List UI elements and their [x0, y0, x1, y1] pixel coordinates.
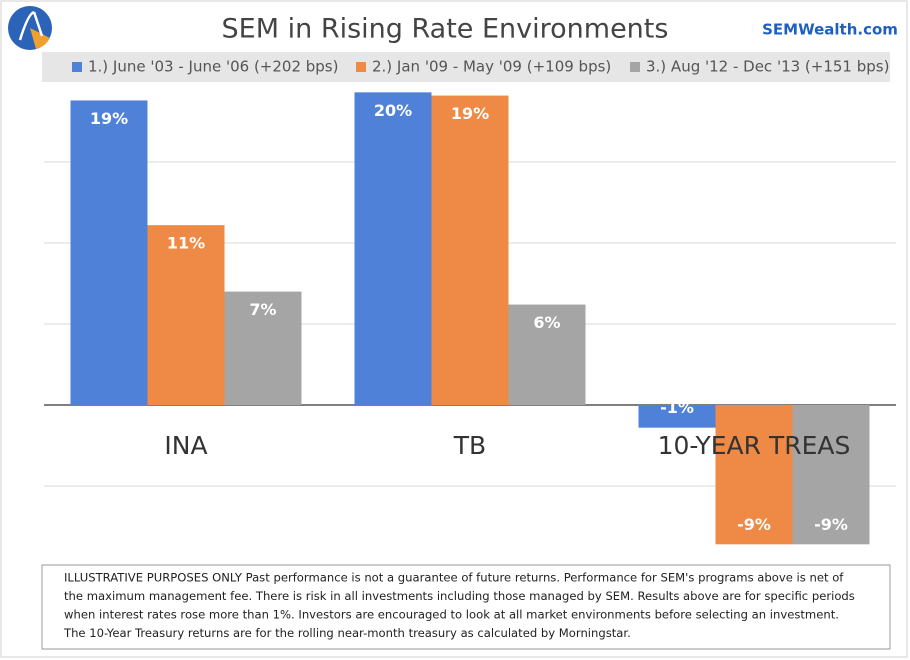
bar-label: 7% [249, 300, 276, 319]
bar-label: 19% [90, 109, 128, 128]
x-tick-label: 10-YEAR TREAS [658, 431, 851, 460]
legend-band [42, 52, 890, 82]
bar [431, 95, 509, 405]
brand: SEMWealth.com [762, 21, 898, 39]
chart-title: SEM in Rising Rate Environments [222, 14, 669, 45]
footnote-line: The 10-Year Treasury returns are for the… [63, 626, 631, 640]
footnote-line: ILLUSTRATIVE PURPOSES ONLY Past performa… [64, 571, 844, 585]
bar-label: -9% [814, 515, 848, 534]
legend-swatch [630, 62, 640, 72]
bar [70, 100, 148, 405]
legend-label: 3.) Aug '12 - Dec '13 (+151 bps) [646, 58, 889, 76]
legend-swatch [72, 62, 82, 72]
bar-label: 11% [167, 234, 205, 253]
legend-label: 1.) June '03 - June '06 (+202 bps) [88, 58, 338, 76]
x-tick-label: INA [164, 431, 207, 460]
footnote-line: when interest rates rose more than 1%. I… [64, 608, 839, 622]
legend-label: 2.) Jan '09 - May '09 (+109 bps) [372, 58, 611, 76]
bar-label: 20% [374, 101, 412, 120]
bar-label: 19% [451, 104, 489, 123]
bar-label: -9% [737, 515, 771, 534]
bar [715, 405, 793, 545]
bar [224, 291, 302, 405]
footnote-line: the maximum management fee. There is ris… [64, 589, 855, 603]
bar [508, 304, 586, 405]
bar [147, 225, 225, 405]
footnote-box [41, 564, 891, 650]
legend-swatch [356, 62, 366, 72]
bar-label: -1% [660, 398, 694, 417]
logo-mark [18, 10, 44, 41]
bar [354, 92, 432, 405]
logo-accent [30, 28, 50, 49]
bar [792, 405, 870, 545]
bar-label: 6% [533, 313, 560, 332]
x-tick-label: TB [453, 431, 486, 460]
bar [638, 405, 716, 428]
